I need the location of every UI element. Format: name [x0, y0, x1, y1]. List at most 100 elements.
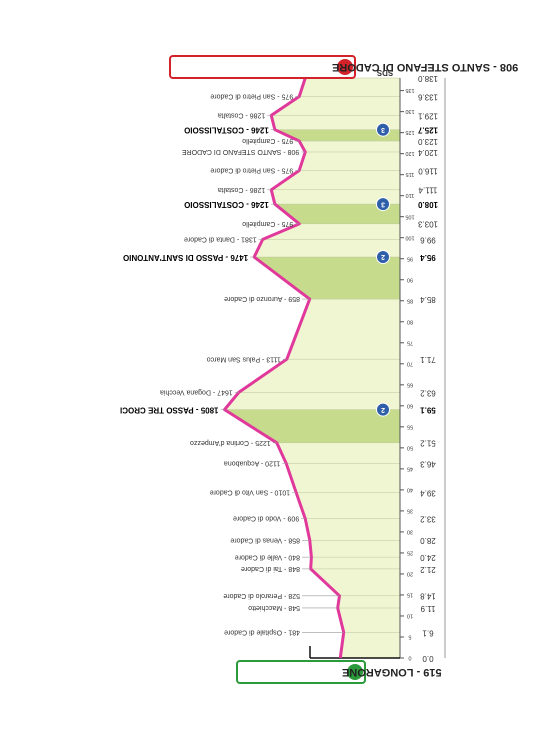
place-label: 1647 - Dogana Vecchia: [160, 389, 233, 396]
climb-band: [224, 409, 400, 443]
km-tick-label: 65: [407, 381, 413, 387]
finish-icon: [337, 59, 353, 75]
km-tick-label: 0: [408, 655, 411, 661]
km-label: 39.4: [420, 488, 436, 497]
km-tick-label: 120: [405, 150, 414, 156]
km-label: 108.0: [417, 200, 438, 209]
km-tick-label: 45: [407, 465, 413, 471]
km-tick-label: 15: [407, 592, 413, 598]
place-label: 1010 - San Vito di Cadore: [210, 489, 291, 496]
gpm-category: 3: [381, 126, 385, 133]
km-label: 85.4: [420, 295, 436, 304]
start-icon: [347, 664, 363, 680]
km-label: 28.0: [420, 536, 436, 545]
km-label: 133.6: [417, 92, 438, 101]
km-label: 14.8: [420, 592, 436, 601]
km-tick-label: 70: [407, 360, 413, 366]
km-label: 95.4: [420, 253, 436, 262]
place-label: 908 - SANTO STEFANO DI CADORE: [182, 148, 300, 155]
place-label: 1120 - Acquabona: [224, 460, 280, 467]
km-label: 33.2: [420, 514, 436, 523]
km-label: 51.2: [420, 439, 436, 448]
place-label: 481 - Ospitale di Cadore: [224, 629, 300, 636]
km-label: 21.2: [420, 565, 436, 574]
place-label: 548 - Macchietto: [248, 604, 300, 611]
km-tick-label: 75: [407, 339, 413, 345]
km-label: 111.4: [418, 186, 437, 195]
place-label: 975 - Campitello: [242, 220, 293, 227]
gpm-marker: [376, 402, 390, 417]
km-label: 6.1: [422, 628, 434, 637]
km-tick-label: 25: [407, 549, 413, 555]
km-tick-label: 50: [407, 444, 413, 450]
start-label: 519 - LONGARONE: [342, 666, 442, 678]
km-label: 24.0: [420, 553, 436, 562]
km-tick-label: 10: [407, 613, 413, 619]
place-label: 858 - Venas di Cadore: [230, 536, 300, 543]
climb-band: [274, 204, 400, 224]
place-label: 1246 - COSTALISSOIO: [184, 200, 269, 209]
climb-band: [274, 129, 400, 142]
km-label: 59.1: [420, 405, 436, 414]
sds-label: SDS: [376, 68, 393, 77]
km-label: 120.4: [417, 148, 438, 157]
km-tick-label: 95: [407, 255, 413, 261]
km-label: 103.3: [417, 220, 438, 229]
km-tick-label: 100: [405, 234, 414, 240]
km-label: 99.6: [420, 235, 436, 244]
km-label: 129.1: [417, 111, 438, 120]
km-tick-label: 110: [406, 192, 415, 198]
km-label: 46.3: [420, 459, 436, 468]
place-label: 1286 - Costalta: [218, 186, 266, 193]
km-tick-label: 115: [406, 171, 415, 177]
gpm-category: 3: [381, 200, 385, 207]
place-label: 840 - Valle di Cadore: [235, 553, 300, 560]
finish-label: 908 - SANTO STEFANO DI CADORE: [332, 61, 518, 73]
place-label: 909 - Vodo di Cadore: [233, 515, 299, 522]
start-box: [236, 660, 366, 684]
km-tick-label: 80: [407, 318, 413, 324]
km-label: 123.0: [417, 137, 438, 146]
place-label: 1476 - PASSO DI SANT'ANTONIO: [123, 253, 248, 262]
place-label: 1381 - Danta di Cadore: [184, 236, 257, 243]
place-label: 975 - Campitello: [242, 137, 293, 144]
place-label: 528 - Perarolo di Cadore: [223, 592, 300, 599]
gpm-category: 2: [381, 406, 385, 413]
gpm-marker: [376, 197, 390, 212]
finish-box: [169, 55, 356, 79]
km-tick-label: 60: [407, 402, 413, 408]
km-tick-label: 125: [405, 129, 414, 135]
place-label: 975 - San Pietro di Cadore: [210, 93, 293, 100]
km-label: 116.0: [418, 166, 438, 175]
km-label: 11.9: [420, 604, 436, 613]
gpm-marker: [376, 250, 390, 265]
km-tick-label: 130: [405, 108, 414, 114]
place-label: 848 - Tai di Cadore: [241, 565, 300, 572]
place-label: 1805 - PASSO TRE CROCI: [120, 405, 219, 414]
km-label: 125.7: [417, 126, 438, 135]
km-tick-label: 85: [407, 297, 413, 303]
place-label: 1286 - Costalta: [218, 112, 266, 119]
place-label: 1113 - Palus San Marco: [207, 355, 281, 362]
place-label: 1246 - COSTALISSOIO: [184, 126, 269, 135]
place-label: 1225 - Cortina d'Ampezzo: [190, 439, 271, 446]
gpm-category: 2: [381, 253, 385, 260]
gpm-marker: [376, 122, 390, 137]
km-tick-label: 105: [405, 213, 414, 219]
climb-band: [254, 257, 400, 300]
km-tick-label: 135: [405, 87, 414, 93]
km-tick-label: 20: [407, 570, 413, 576]
km-tick-label: 5: [408, 634, 411, 640]
km-label: 71.1: [420, 355, 436, 364]
km-tick-label: 55: [407, 423, 413, 429]
km-label: 63.2: [420, 388, 436, 397]
km-label: 0.0: [422, 654, 434, 663]
km-tick-label: 40: [407, 486, 413, 492]
km-tick-label: 90: [407, 276, 413, 282]
place-label: 975 - San Pietro di Cadore: [210, 167, 293, 174]
km-label: 138.0: [417, 74, 438, 83]
km-tick-label: 30: [407, 528, 413, 534]
place-label: 859 - Auronzo di Cadore: [224, 295, 300, 302]
km-tick-label: 35: [407, 507, 413, 513]
